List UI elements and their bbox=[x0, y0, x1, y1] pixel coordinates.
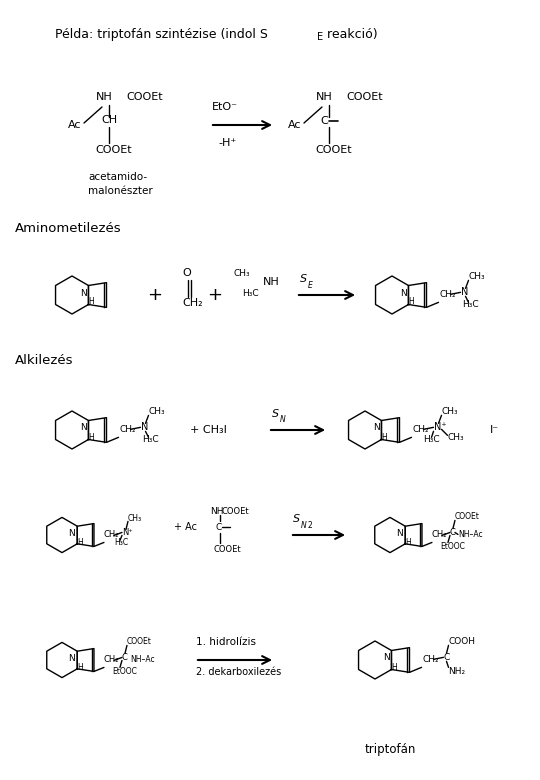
Text: N: N bbox=[80, 424, 86, 432]
Text: O: O bbox=[182, 268, 191, 278]
Text: CH: CH bbox=[101, 115, 117, 125]
Text: CH₃: CH₃ bbox=[448, 433, 464, 441]
Text: C: C bbox=[122, 653, 128, 662]
Text: +: + bbox=[147, 286, 163, 304]
Text: NH–Ac: NH–Ac bbox=[458, 530, 483, 539]
Text: COOEt: COOEt bbox=[346, 92, 383, 102]
Text: CH₂: CH₂ bbox=[119, 425, 136, 434]
Text: CH₂: CH₂ bbox=[413, 425, 429, 434]
Text: NH: NH bbox=[210, 506, 224, 516]
Text: NH–Ac: NH–Ac bbox=[130, 655, 154, 664]
Text: E: E bbox=[317, 32, 323, 42]
Text: S: S bbox=[300, 274, 307, 284]
Text: H: H bbox=[392, 662, 397, 672]
Text: acetamido-: acetamido- bbox=[88, 172, 147, 182]
Text: CH₃: CH₃ bbox=[148, 407, 165, 416]
Text: NH: NH bbox=[263, 277, 280, 287]
Text: malonészter: malonészter bbox=[88, 186, 153, 196]
Text: CH₂: CH₂ bbox=[422, 655, 439, 664]
Text: EtOOC: EtOOC bbox=[112, 667, 137, 676]
Text: H: H bbox=[89, 297, 94, 307]
Text: C: C bbox=[320, 116, 328, 126]
Text: N⁺: N⁺ bbox=[434, 422, 446, 432]
Text: CH₃: CH₃ bbox=[442, 407, 458, 416]
Text: CH₂: CH₂ bbox=[104, 530, 119, 539]
Text: N: N bbox=[461, 287, 468, 297]
Text: Ac: Ac bbox=[68, 120, 82, 130]
Text: CH₃: CH₃ bbox=[233, 268, 249, 278]
Text: CH₂: CH₂ bbox=[104, 655, 119, 664]
Text: CH₃: CH₃ bbox=[128, 514, 142, 523]
Text: CH₂: CH₂ bbox=[432, 530, 448, 539]
Text: N: N bbox=[383, 654, 389, 662]
Text: N: N bbox=[69, 654, 75, 663]
Text: C: C bbox=[443, 653, 450, 662]
Text: 1. hidrolízis: 1. hidrolízis bbox=[196, 637, 256, 647]
Text: S: S bbox=[293, 514, 300, 524]
Text: H: H bbox=[77, 538, 83, 548]
Text: + Ac: + Ac bbox=[174, 522, 197, 532]
Text: triptofán: triptofán bbox=[364, 743, 416, 757]
Text: N: N bbox=[301, 520, 307, 530]
Text: reakció): reakció) bbox=[323, 28, 377, 41]
Text: EtO⁻: EtO⁻ bbox=[212, 102, 238, 112]
Text: COOEt: COOEt bbox=[222, 506, 249, 516]
Text: NH: NH bbox=[316, 92, 333, 102]
Text: N: N bbox=[280, 416, 286, 424]
Text: COOEt: COOEt bbox=[213, 544, 241, 554]
Text: C: C bbox=[216, 523, 222, 531]
Text: H₃C: H₃C bbox=[242, 289, 259, 297]
Text: 2: 2 bbox=[308, 520, 313, 530]
Text: EtOOC: EtOOC bbox=[440, 542, 465, 551]
Text: N⁺: N⁺ bbox=[122, 528, 133, 537]
Text: -H⁺: -H⁺ bbox=[218, 138, 237, 148]
Text: N: N bbox=[80, 289, 86, 297]
Text: N: N bbox=[373, 424, 380, 432]
Text: COOH: COOH bbox=[449, 636, 476, 646]
Text: Példa: triptofán szintézise (indol S: Példa: triptofán szintézise (indol S bbox=[55, 28, 268, 41]
Text: Ac: Ac bbox=[288, 120, 301, 130]
Text: H: H bbox=[408, 297, 414, 307]
Text: NH₂: NH₂ bbox=[449, 667, 465, 675]
Text: N: N bbox=[400, 289, 407, 297]
Text: Aminometilezés: Aminometilezés bbox=[15, 222, 122, 235]
Text: H: H bbox=[381, 432, 387, 441]
Text: H: H bbox=[405, 538, 411, 548]
Text: +: + bbox=[207, 286, 222, 304]
Text: N: N bbox=[140, 422, 148, 432]
Text: CH₃: CH₃ bbox=[469, 272, 485, 281]
Text: + CH₃I: + CH₃I bbox=[190, 425, 227, 435]
Text: H₃C: H₃C bbox=[143, 435, 159, 444]
Text: N: N bbox=[69, 529, 75, 538]
Text: Alkilezés: Alkilezés bbox=[15, 353, 73, 367]
Text: C: C bbox=[450, 528, 456, 537]
Text: N: N bbox=[396, 529, 403, 538]
Text: H: H bbox=[89, 432, 94, 441]
Text: 2. dekarboxilezés: 2. dekarboxilezés bbox=[196, 667, 281, 677]
Text: NH: NH bbox=[96, 92, 113, 102]
Text: H₃C: H₃C bbox=[423, 435, 440, 444]
Text: H₃C: H₃C bbox=[462, 300, 479, 309]
Text: CH₂: CH₂ bbox=[440, 290, 456, 299]
Text: COOEt: COOEt bbox=[127, 637, 152, 646]
Text: H: H bbox=[77, 663, 83, 672]
Text: S: S bbox=[272, 409, 279, 419]
Text: COOEt: COOEt bbox=[455, 512, 480, 521]
Text: COOEt: COOEt bbox=[315, 145, 352, 155]
Text: H₃C: H₃C bbox=[114, 538, 128, 547]
Text: COOEt: COOEt bbox=[126, 92, 163, 102]
Text: COOEt: COOEt bbox=[95, 145, 132, 155]
Text: E: E bbox=[308, 281, 313, 289]
Text: I⁻: I⁻ bbox=[490, 425, 499, 435]
Text: CH₂: CH₂ bbox=[182, 298, 202, 308]
